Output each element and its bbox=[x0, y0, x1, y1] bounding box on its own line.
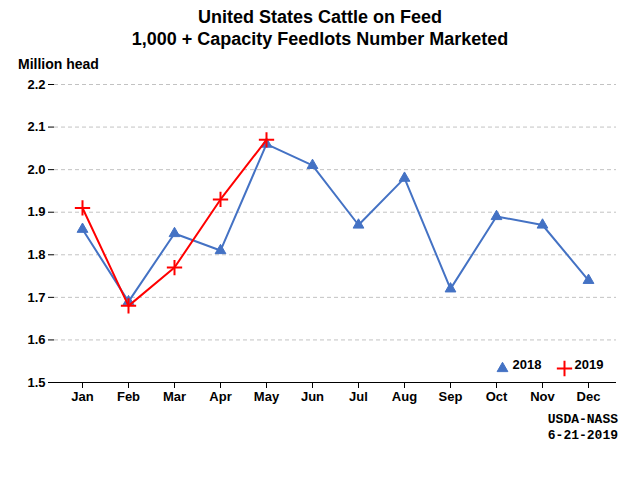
svg-text:Mar: Mar bbox=[163, 389, 186, 404]
svg-text:Dec: Dec bbox=[577, 389, 601, 404]
svg-text:Jun: Jun bbox=[301, 389, 324, 404]
svg-text:2019: 2019 bbox=[575, 357, 604, 372]
svg-text:May: May bbox=[254, 389, 280, 404]
svg-text:1.9: 1.9 bbox=[27, 204, 45, 219]
svg-text:2.1: 2.1 bbox=[27, 119, 45, 134]
html-text:USDA-NASS: USDA-NASS bbox=[547, 412, 618, 427]
svg-text:2.2: 2.2 bbox=[27, 77, 45, 92]
html-text:Million head: Million head bbox=[18, 56, 99, 72]
html-text:1,000 + Capacity Feedlots Numb: 1,000 + Capacity Feedlots Number Markete… bbox=[131, 29, 509, 49]
svg-text:1.6: 1.6 bbox=[27, 332, 45, 347]
svg-text:Jan: Jan bbox=[71, 389, 93, 404]
svg-text:1.8: 1.8 bbox=[27, 247, 45, 262]
html-text:6-21-2019: 6-21-2019 bbox=[547, 428, 618, 443]
svg-text:Apr: Apr bbox=[209, 389, 231, 404]
svg-text:2.0: 2.0 bbox=[27, 162, 45, 177]
svg-text:1.5: 1.5 bbox=[27, 375, 45, 390]
svg-text:Aug: Aug bbox=[392, 389, 417, 404]
svg-text:Sep: Sep bbox=[439, 389, 463, 404]
svg-text:2018: 2018 bbox=[513, 357, 542, 372]
svg-text:Oct: Oct bbox=[486, 389, 508, 404]
svg-text:Feb: Feb bbox=[117, 389, 140, 404]
html-text:United States Cattle on Feed: United States Cattle on Feed bbox=[198, 7, 442, 27]
svg-text:1.7: 1.7 bbox=[27, 290, 45, 305]
svg-text:Jul: Jul bbox=[349, 389, 368, 404]
svg-text:Nov: Nov bbox=[530, 389, 555, 404]
